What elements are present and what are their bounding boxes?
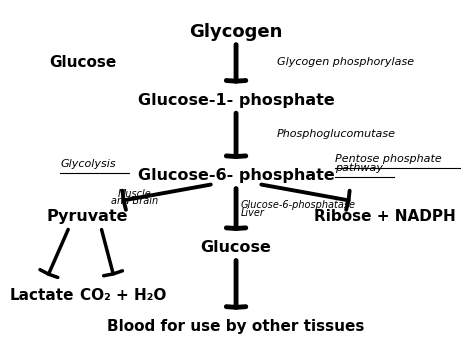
Text: Glucose: Glucose: [49, 55, 117, 70]
Text: CO₂ + H₂O: CO₂ + H₂O: [80, 288, 166, 303]
Text: Glucose: Glucose: [201, 240, 272, 255]
Text: Phosphoglucomutase: Phosphoglucomutase: [277, 130, 396, 139]
Text: Blood for use by other tissues: Blood for use by other tissues: [108, 319, 365, 334]
Text: Muscle: Muscle: [118, 189, 152, 199]
Text: Pyruvate: Pyruvate: [46, 209, 128, 224]
Text: Liver: Liver: [241, 207, 264, 218]
Text: and Brain: and Brain: [111, 196, 158, 206]
Text: Glycolysis: Glycolysis: [60, 159, 116, 168]
Text: Lactate: Lactate: [10, 288, 74, 303]
Text: pathway: pathway: [335, 163, 383, 173]
Text: Glycogen phosphorylase: Glycogen phosphorylase: [277, 58, 414, 67]
Text: Glucose-1- phosphate: Glucose-1- phosphate: [137, 93, 335, 108]
Text: Pentose phosphate: Pentose phosphate: [335, 154, 442, 164]
Text: Glucose-6-phosphatase: Glucose-6-phosphatase: [241, 200, 356, 210]
Text: Ribose + NADPH: Ribose + NADPH: [314, 209, 456, 224]
Text: Glycogen: Glycogen: [190, 22, 283, 41]
Text: Glucose-6- phosphate: Glucose-6- phosphate: [137, 168, 335, 183]
